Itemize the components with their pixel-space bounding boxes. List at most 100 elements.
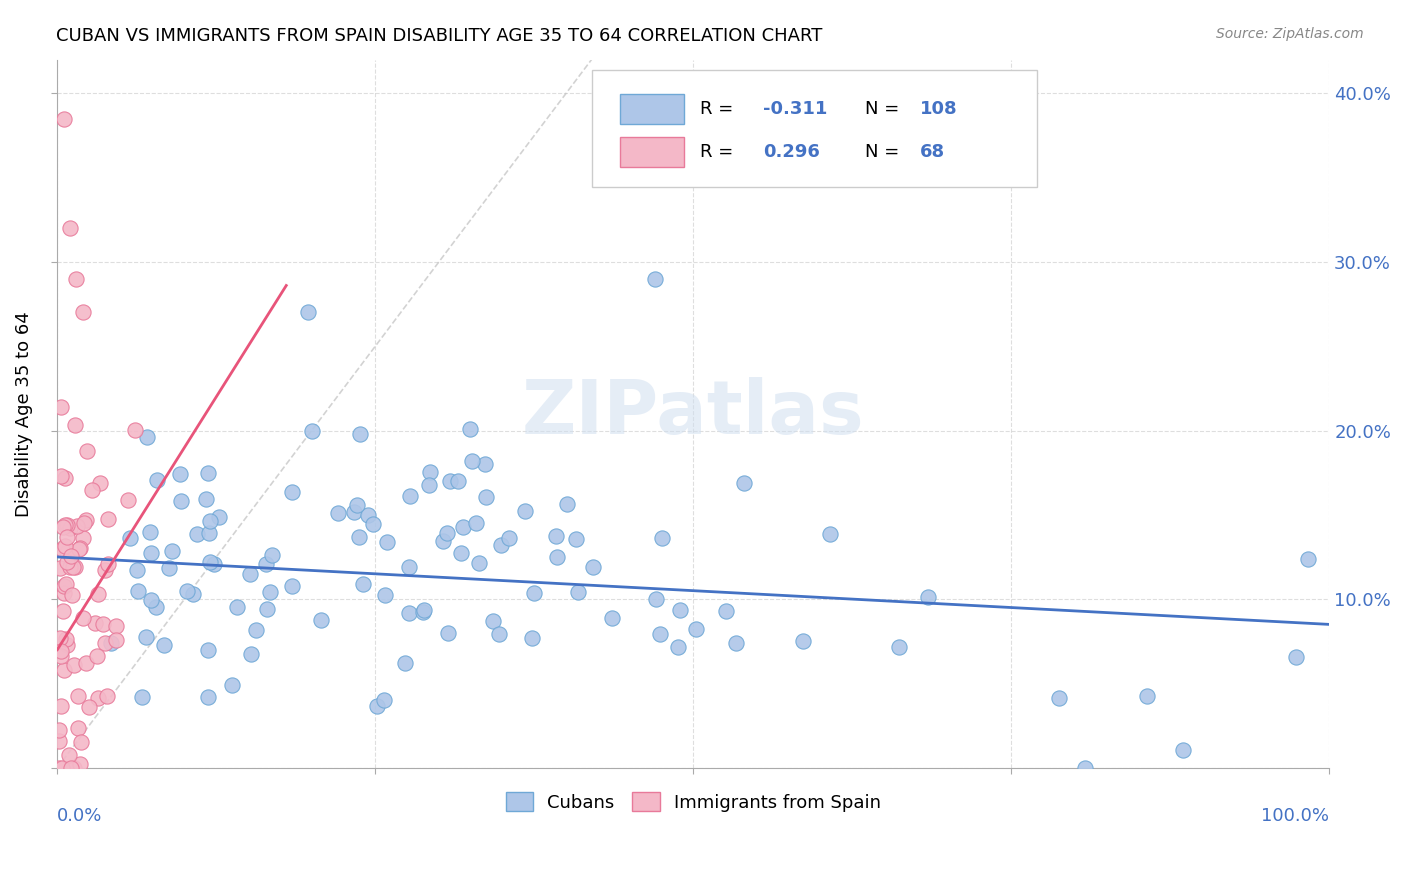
Point bbox=[72, 516, 94, 531]
Point bbox=[83, 616, 105, 631]
Point bbox=[366, 699, 388, 714]
Text: R =: R = bbox=[700, 100, 738, 118]
Point bbox=[373, 692, 395, 706]
Point bbox=[65, 418, 87, 433]
Point bbox=[301, 424, 323, 438]
Point bbox=[48, 761, 70, 775]
Point bbox=[259, 585, 281, 599]
Point bbox=[67, 542, 90, 557]
Point bbox=[136, 430, 159, 444]
Point bbox=[197, 467, 219, 481]
Point bbox=[465, 516, 488, 531]
Point bbox=[55, 530, 77, 544]
Point bbox=[436, 525, 458, 540]
Point bbox=[53, 471, 76, 485]
Point bbox=[419, 465, 441, 479]
Point bbox=[439, 474, 461, 488]
Point bbox=[685, 622, 707, 636]
Point bbox=[202, 558, 225, 572]
Point bbox=[105, 633, 128, 648]
Point bbox=[582, 560, 605, 574]
Point bbox=[48, 723, 70, 737]
Point bbox=[399, 489, 422, 503]
Point bbox=[55, 577, 77, 591]
Point bbox=[644, 272, 666, 286]
Point bbox=[343, 505, 366, 519]
Point bbox=[546, 550, 568, 565]
Point bbox=[648, 626, 671, 640]
Text: CUBAN VS IMMIGRANTS FROM SPAIN DISABILITY AGE 35 TO 64 CORRELATION CHART: CUBAN VS IMMIGRANTS FROM SPAIN DISABILIT… bbox=[56, 27, 823, 45]
Point bbox=[53, 539, 76, 553]
Point bbox=[63, 560, 86, 574]
Point bbox=[724, 636, 747, 650]
Text: 100.0%: 100.0% bbox=[1261, 806, 1329, 824]
Point bbox=[139, 524, 162, 539]
Point bbox=[52, 604, 75, 618]
Point bbox=[117, 493, 139, 508]
Point bbox=[432, 533, 454, 548]
Point bbox=[157, 560, 180, 574]
Point bbox=[475, 490, 498, 504]
Point bbox=[105, 619, 128, 633]
Text: 0.0%: 0.0% bbox=[58, 806, 103, 824]
Point bbox=[56, 555, 79, 569]
Point bbox=[169, 494, 191, 508]
Point bbox=[498, 532, 520, 546]
Point bbox=[669, 602, 692, 616]
Point bbox=[63, 761, 86, 775]
Point bbox=[75, 656, 97, 670]
Point bbox=[377, 535, 399, 549]
Point bbox=[55, 632, 77, 646]
Point bbox=[488, 627, 510, 641]
Point bbox=[49, 643, 72, 657]
Text: 108: 108 bbox=[920, 100, 957, 118]
Point bbox=[1285, 650, 1308, 665]
Point bbox=[281, 484, 304, 499]
Point bbox=[66, 518, 89, 533]
Point bbox=[51, 541, 73, 556]
Point bbox=[59, 521, 82, 535]
Point bbox=[398, 560, 420, 574]
Point bbox=[254, 557, 277, 571]
FancyBboxPatch shape bbox=[620, 95, 685, 124]
Point bbox=[162, 543, 184, 558]
Point bbox=[818, 527, 841, 541]
Point bbox=[69, 757, 91, 772]
Point bbox=[197, 643, 219, 657]
Point bbox=[352, 577, 374, 591]
Point bbox=[52, 112, 75, 126]
Point bbox=[256, 602, 278, 616]
Point bbox=[60, 588, 83, 602]
Point bbox=[87, 690, 110, 705]
Point bbox=[53, 663, 76, 677]
Point bbox=[195, 491, 218, 506]
Point bbox=[56, 545, 79, 559]
Point bbox=[1047, 691, 1070, 706]
Point bbox=[240, 647, 263, 661]
Point bbox=[65, 272, 87, 286]
Point bbox=[515, 504, 537, 518]
Point bbox=[311, 613, 333, 627]
Point bbox=[460, 421, 482, 435]
Point bbox=[76, 444, 98, 458]
Point bbox=[186, 527, 208, 541]
Point bbox=[89, 476, 111, 491]
Point bbox=[197, 525, 219, 540]
Point bbox=[418, 478, 440, 492]
Point bbox=[347, 530, 370, 544]
Point bbox=[59, 761, 82, 775]
Point bbox=[48, 734, 70, 748]
Point bbox=[887, 640, 910, 654]
Text: Source: ZipAtlas.com: Source: ZipAtlas.com bbox=[1216, 27, 1364, 41]
Point bbox=[67, 721, 90, 735]
FancyBboxPatch shape bbox=[620, 136, 685, 167]
Point bbox=[94, 636, 117, 650]
Point bbox=[1136, 689, 1159, 703]
Point bbox=[70, 735, 93, 749]
Point bbox=[49, 699, 72, 714]
Point bbox=[394, 656, 416, 670]
Point bbox=[447, 474, 470, 488]
Point bbox=[474, 457, 496, 471]
Y-axis label: Disability Age 35 to 64: Disability Age 35 to 64 bbox=[15, 310, 32, 516]
Point bbox=[97, 511, 120, 525]
